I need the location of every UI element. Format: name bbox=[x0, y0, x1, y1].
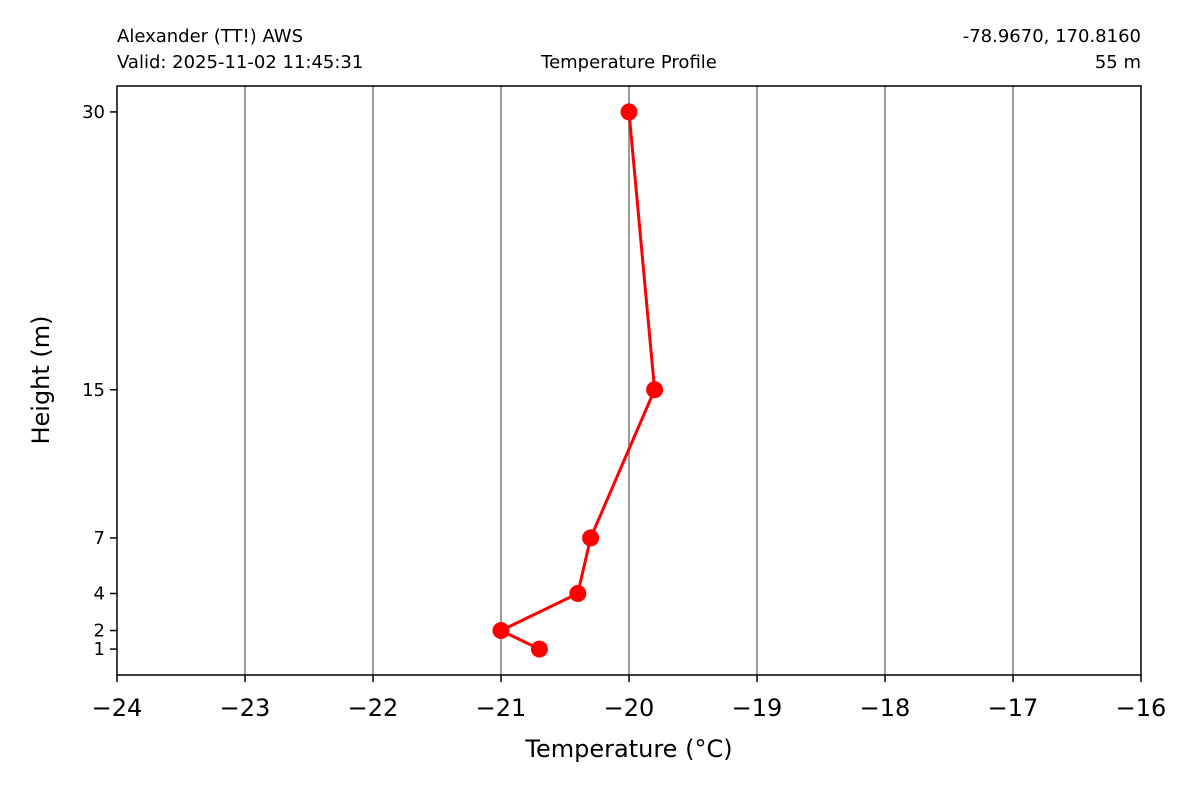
data-point bbox=[646, 381, 664, 399]
data-point bbox=[569, 585, 587, 603]
x-axis-label: Temperature (°C) bbox=[524, 735, 732, 763]
y-tick-label: 30 bbox=[82, 102, 105, 123]
x-tick-label: −21 bbox=[476, 694, 527, 722]
y-axis-label: Height (m) bbox=[27, 315, 55, 444]
grid-lines bbox=[244, 86, 1014, 675]
x-tick-label: −16 bbox=[1116, 694, 1167, 722]
series-line bbox=[499, 111, 657, 651]
data-point bbox=[620, 103, 638, 121]
y-axis: 12 4 7 15 30 bbox=[82, 102, 117, 660]
chart-title: Temperature Profile bbox=[540, 52, 717, 73]
y-tick-label: 2 bbox=[94, 621, 105, 642]
x-tick-label: −22 bbox=[348, 694, 399, 722]
x-tick-label: −20 bbox=[604, 694, 655, 722]
y-tick-label: 1 bbox=[94, 639, 105, 660]
station-name: Alexander (TT!) AWS bbox=[117, 26, 303, 47]
x-tick-label: −18 bbox=[860, 694, 911, 722]
data-point bbox=[530, 640, 548, 658]
data-series bbox=[492, 103, 664, 658]
data-point bbox=[492, 622, 510, 640]
data-point bbox=[582, 529, 600, 547]
station-coordinates: -78.9670, 170.8160 bbox=[963, 26, 1141, 47]
x-tick-label: −24 bbox=[92, 694, 143, 722]
valid-time: Valid: 2025-11-02 11:45:31 bbox=[117, 52, 363, 73]
x-tick-label: −19 bbox=[732, 694, 783, 722]
x-tick-label: −23 bbox=[220, 694, 271, 722]
y-tick-label: 4 bbox=[94, 584, 105, 605]
y-tick-label: 15 bbox=[82, 380, 105, 401]
x-tick-label: −17 bbox=[988, 694, 1039, 722]
x-axis: −24 −23 −22 −21 −20 −19 −18 −17 −16 bbox=[92, 675, 1167, 722]
y-tick-label: 7 bbox=[94, 528, 105, 549]
station-elevation: 55 m bbox=[1095, 52, 1141, 73]
